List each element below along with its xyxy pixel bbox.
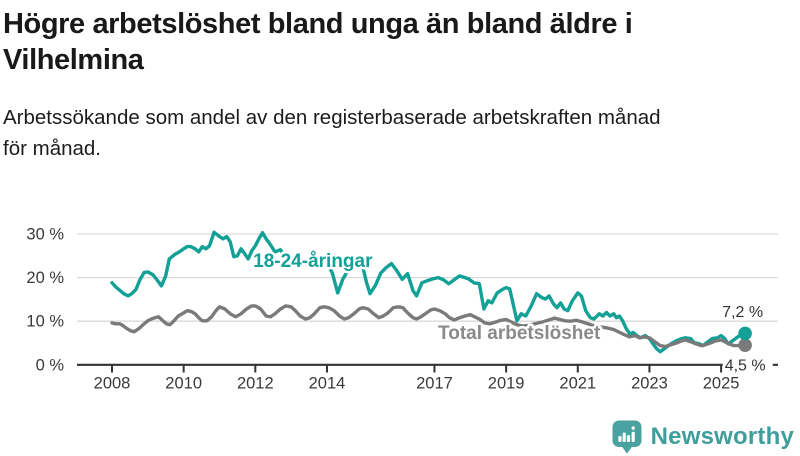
series-total-end-dot (738, 338, 752, 352)
chart-subtitle: Arbetssökande som andel av den registerb… (3, 102, 800, 164)
series-youth-line (110, 230, 747, 354)
newsworthy-wordmark: Newsworthy (650, 423, 794, 450)
chart-subtitle-line-1: Arbetssökande som andel av den registerb… (3, 106, 661, 129)
x-tick-label-2012: 2012 (237, 375, 274, 393)
y-tick-label-10: 10 % (26, 313, 64, 331)
x-tick-label-2014: 2014 (309, 375, 346, 393)
x-tick-label-2023: 2023 (631, 375, 668, 393)
unemployment-line-chart: 2008 2010 2012 2014 2017 2019 2021 2023 2025 0 % 1… (26, 226, 778, 393)
series-youth-label: 18-24-åringar (253, 251, 373, 272)
series-youth-end-value-label: 7,2 % (722, 304, 763, 321)
x-tick-label-2010: 2010 (165, 375, 202, 393)
y-tick-label-0: 0 % (36, 356, 65, 374)
y-tick-label-30: 30 % (26, 226, 64, 244)
series-total-end-value-label: 4,5 % (725, 357, 766, 374)
x-tick-label-2019: 2019 (488, 375, 525, 393)
series-total-line (110, 304, 747, 349)
newsworthy-logo-icon (612, 420, 642, 454)
series-youth-end-dot (738, 326, 752, 341)
chart-title: Högre arbetslöshet bland unga än bland ä… (3, 6, 800, 78)
end-value-label-bg-total (722, 356, 773, 374)
x-tick-label-2008: 2008 (94, 375, 131, 393)
x-tick-label-2025: 2025 (703, 375, 740, 393)
series-total-label: Total arbetslöshet (438, 323, 601, 344)
x-tick-label-2021: 2021 (559, 375, 596, 393)
newsworthy-logo: Newsworthy (612, 420, 794, 454)
chart-title-line-2: Vilhelmina (3, 44, 144, 76)
chart-subtitle-line-2: för månad. (3, 137, 101, 160)
chart-title-line-1: Högre arbetslöshet bland unga än bland ä… (3, 8, 633, 40)
y-tick-label-20: 20 % (26, 269, 64, 287)
page-root: { "header": { "title_line1": "Högre arbe… (0, 6, 800, 456)
x-tick-label-2017: 2017 (416, 375, 453, 393)
